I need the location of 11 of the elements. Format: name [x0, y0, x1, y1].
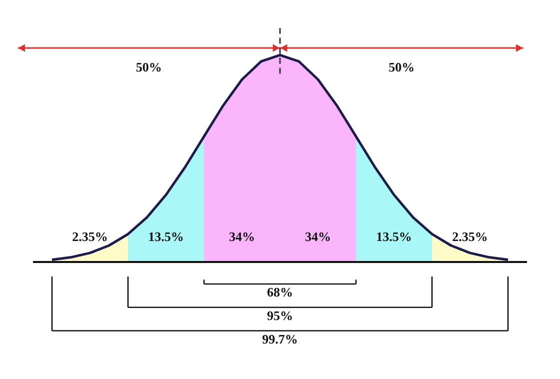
- annotation: 50%: [388, 59, 415, 74]
- text: 99.7%: [262, 331, 298, 346]
- series-label: 13.5%: [376, 229, 412, 244]
- text: 95%: [267, 308, 293, 323]
- text: 68%: [267, 284, 293, 300]
- series-label: 13.5%: [148, 229, 184, 244]
- series-label: 34%: [305, 229, 331, 244]
- series-label: 2.35%: [452, 229, 488, 244]
- series-label: 2.35%: [72, 229, 108, 244]
- series-label: 34%: [229, 229, 255, 244]
- annotation: 50%: [136, 59, 162, 74]
